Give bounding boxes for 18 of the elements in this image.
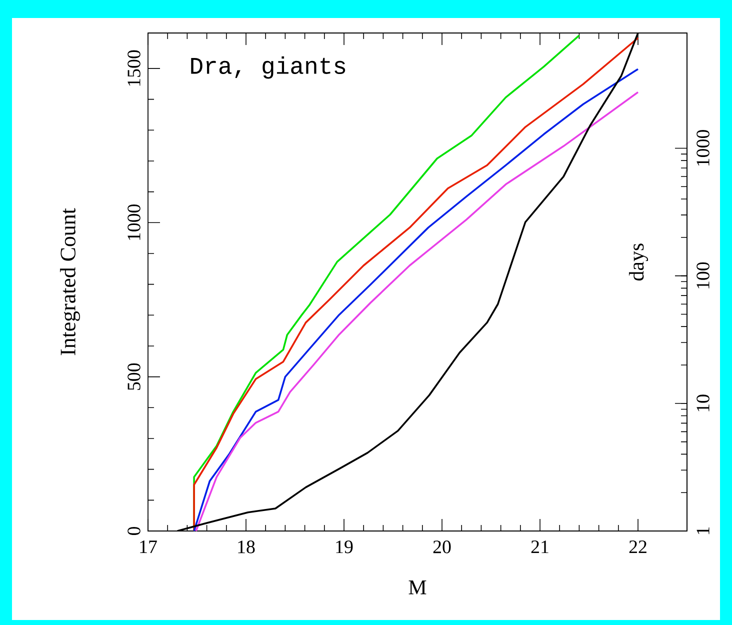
x-tick-label: 19 [336, 540, 353, 554]
y-axis-title: Integrated Count [60, 208, 80, 356]
y2-axis-title: days [628, 244, 648, 281]
y2-tick-label: 1000 [696, 130, 710, 166]
y2-tick-label: 10 [696, 394, 710, 412]
x-axis-title: M [408, 580, 426, 594]
annotation: Dra, giants [191, 56, 346, 79]
y-tick-label: 1500 [128, 50, 140, 86]
y2-tick-label: 1 [696, 527, 710, 534]
y2-tick-label: 100 [696, 262, 710, 288]
x-tick-label: 22 [629, 540, 646, 554]
x-tick-label: 20 [433, 540, 451, 554]
y-tick-label: 1000 [128, 204, 140, 240]
x-tick-label: 21 [531, 540, 548, 554]
x-tick-label: 18 [238, 540, 255, 554]
x-tick-label: 17 [140, 540, 157, 554]
y-tick-label: 500 [128, 363, 140, 390]
y-tick-label: 0 [128, 527, 140, 536]
